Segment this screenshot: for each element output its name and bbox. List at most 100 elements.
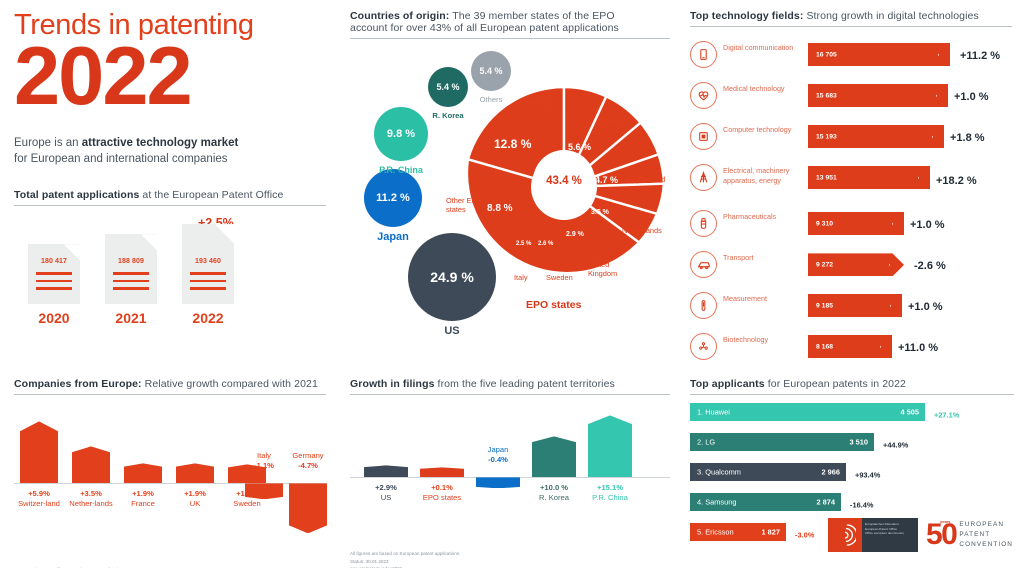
footnote-line-2: Status: 30.01.2023 bbox=[350, 558, 389, 564]
label-italy: Italy -1.1% bbox=[241, 451, 287, 470]
gname-prchina: P.R. China bbox=[592, 493, 628, 503]
applicant-value: 4 505 bbox=[900, 407, 920, 417]
car-icon bbox=[690, 251, 717, 279]
tech-field-bar: 9 185 bbox=[808, 294, 902, 318]
applicant-growth: -16.4% bbox=[850, 500, 874, 510]
divider bbox=[14, 394, 326, 396]
growth-filings-title: Growth in filings from the five leading … bbox=[350, 378, 670, 394]
divider bbox=[350, 38, 670, 40]
hero-year: 2022 bbox=[14, 29, 193, 123]
epo-name-fr: Office européen des brevets bbox=[865, 531, 904, 536]
gvalue-japan: -0.4% bbox=[488, 455, 508, 465]
epo-logo-text: Europäisches Patentamt European Patent O… bbox=[862, 518, 918, 552]
epc-years-label: years bbox=[940, 518, 951, 524]
bubble-label-rkorea: R. Korea bbox=[432, 111, 464, 121]
pill-bottle-icon bbox=[690, 210, 717, 238]
table-row: 3. Qualcomm 2 966 +93.4% bbox=[690, 463, 1014, 486]
countries-origin-title-rest: The 39 member states of the EPO bbox=[449, 10, 615, 22]
applicant-growth: -3.0% bbox=[795, 530, 815, 540]
divider bbox=[690, 394, 1014, 396]
divider bbox=[14, 204, 326, 207]
doc-2020: 180 417 bbox=[28, 244, 80, 305]
tech-fields-title-rest: Strong growth in digital technologies bbox=[803, 10, 979, 22]
slice-label-sweden: Sweden bbox=[546, 273, 573, 283]
smartphone-icon bbox=[690, 41, 717, 69]
growth-filings-section: Growth in filings from the five leading … bbox=[350, 378, 670, 568]
epc-line-3: CONVENTION bbox=[959, 540, 1013, 548]
table-row: 5. Ericsson 1 827 -3.0% bbox=[690, 523, 1014, 546]
companies-europe-title: Companies from Europe: Relative growth c… bbox=[14, 378, 326, 394]
tech-field-growth: +11.0 % bbox=[898, 341, 939, 354]
bubble-label-prchina: P.R. China bbox=[379, 165, 423, 176]
glabel-rkorea: +10.0 % R. Korea bbox=[526, 483, 582, 503]
growth-filings-title-bold: Growth in filings bbox=[350, 378, 435, 390]
column-middle: Countries of origin: The 39 member state… bbox=[340, 0, 680, 568]
doc-2021-value: 188 809 bbox=[117, 258, 144, 266]
tech-field-name: Biotechnology bbox=[723, 335, 769, 345]
slice-value-france: 5.6 % bbox=[568, 142, 592, 153]
heart-pulse-icon bbox=[690, 82, 717, 110]
tech-field-bar: 9 310 bbox=[808, 212, 904, 236]
countries-origin-title-bold: Countries of origin: bbox=[350, 10, 450, 22]
slice-value-italy: 2.5 % bbox=[516, 241, 532, 248]
growth-filings-title-rest: from the five leading patent territories bbox=[434, 378, 615, 390]
tech-fields-title: Top technology fields: Strong growth in … bbox=[690, 10, 1012, 26]
chevron-right-icon bbox=[924, 125, 933, 149]
logo-area: Europäisches Patentamt European Patent O… bbox=[828, 518, 1013, 552]
name-sweden: Sweden bbox=[233, 499, 261, 509]
value-uk: +1.9% bbox=[184, 489, 206, 499]
tech-field-bar: 9 272 bbox=[808, 253, 904, 277]
tech-field-bar: 16 705 bbox=[808, 43, 950, 67]
chevron-right-icon bbox=[930, 43, 939, 67]
tech-fields-title-bold: Top technology fields: bbox=[690, 10, 804, 22]
epo-states-legend: EPO states bbox=[526, 299, 582, 312]
doc-2020-value: 180 417 bbox=[40, 258, 67, 266]
applicant-name: 2. LG bbox=[697, 437, 716, 447]
thermometer-icon bbox=[690, 292, 717, 320]
name-netherlands: Nether-lands bbox=[69, 499, 113, 509]
label-sweden: +1.8% Sweden bbox=[224, 489, 270, 508]
growth-filings-chart: +2.9% US +0.1% EPO states Japan -0.4% +1… bbox=[350, 405, 670, 540]
total-applications-section: Total patent applications at the Europea… bbox=[14, 189, 326, 326]
slice-label-france: France bbox=[598, 116, 622, 126]
value-sweden: +1.8% bbox=[236, 489, 258, 499]
countries-origin-title: Countries of origin: The 39 member state… bbox=[350, 10, 670, 38]
name-germany: Germany bbox=[292, 451, 324, 461]
glabel-japan: Japan -0.4% bbox=[472, 445, 524, 465]
molecule-icon bbox=[690, 333, 717, 361]
tech-field-value: 15 683 bbox=[816, 92, 837, 100]
label-germany: Germany -4.7% bbox=[283, 451, 333, 470]
bar-netherlands bbox=[72, 446, 110, 484]
gvalue-us: +2.9% bbox=[375, 483, 397, 493]
bar-switzerland bbox=[20, 421, 58, 484]
gbar-us bbox=[364, 465, 408, 478]
column-right: Top technology fields: Strong growth in … bbox=[680, 0, 1024, 568]
gvalue-epo-states: +0.1% bbox=[431, 483, 453, 493]
chevron-right-icon bbox=[910, 166, 919, 190]
label-france: +1.9% France bbox=[120, 489, 166, 508]
chip-icon bbox=[690, 123, 717, 151]
column-left: Trends in patenting 2022 Europe is an at… bbox=[0, 0, 340, 568]
label-switzerland: +5.9% Switzer-land bbox=[16, 489, 62, 508]
applicant-name: 5. Ericsson bbox=[697, 527, 734, 537]
name-switzerland: Switzer-land bbox=[18, 499, 60, 509]
bubble-others: 5.4 % bbox=[471, 51, 511, 92]
chevron-right-icon bbox=[882, 294, 891, 318]
tech-field-growth: +1.8 % bbox=[950, 131, 985, 144]
tech-field-bar: 15 193 bbox=[808, 125, 944, 149]
chevron-right-icon bbox=[884, 212, 893, 236]
gvalue-rkorea: +10.0 % bbox=[539, 483, 569, 493]
pylon-icon bbox=[690, 164, 717, 192]
total-applications-title: Total patent applications at the Europea… bbox=[14, 189, 326, 205]
gvalue-prchina: +15.1% bbox=[597, 483, 623, 493]
bubble-label-japan: Japan bbox=[377, 231, 409, 244]
applicant-bar-huawei: 1. Huawei 4 505 bbox=[690, 403, 925, 422]
tech-field-growth: +1.0 % bbox=[954, 90, 989, 103]
tech-field-value: 9 310 bbox=[816, 220, 834, 228]
top-applicants-title: Top applicants for European patents in 2… bbox=[690, 378, 1014, 394]
tech-field-row: Measurement 9 185 +1.0 % bbox=[690, 286, 1012, 327]
tech-field-row: Pharmaceuticals 9 310 +1.0 % bbox=[690, 204, 1012, 245]
bar-germany bbox=[289, 483, 327, 534]
tech-field-value: 13 951 bbox=[816, 174, 837, 182]
